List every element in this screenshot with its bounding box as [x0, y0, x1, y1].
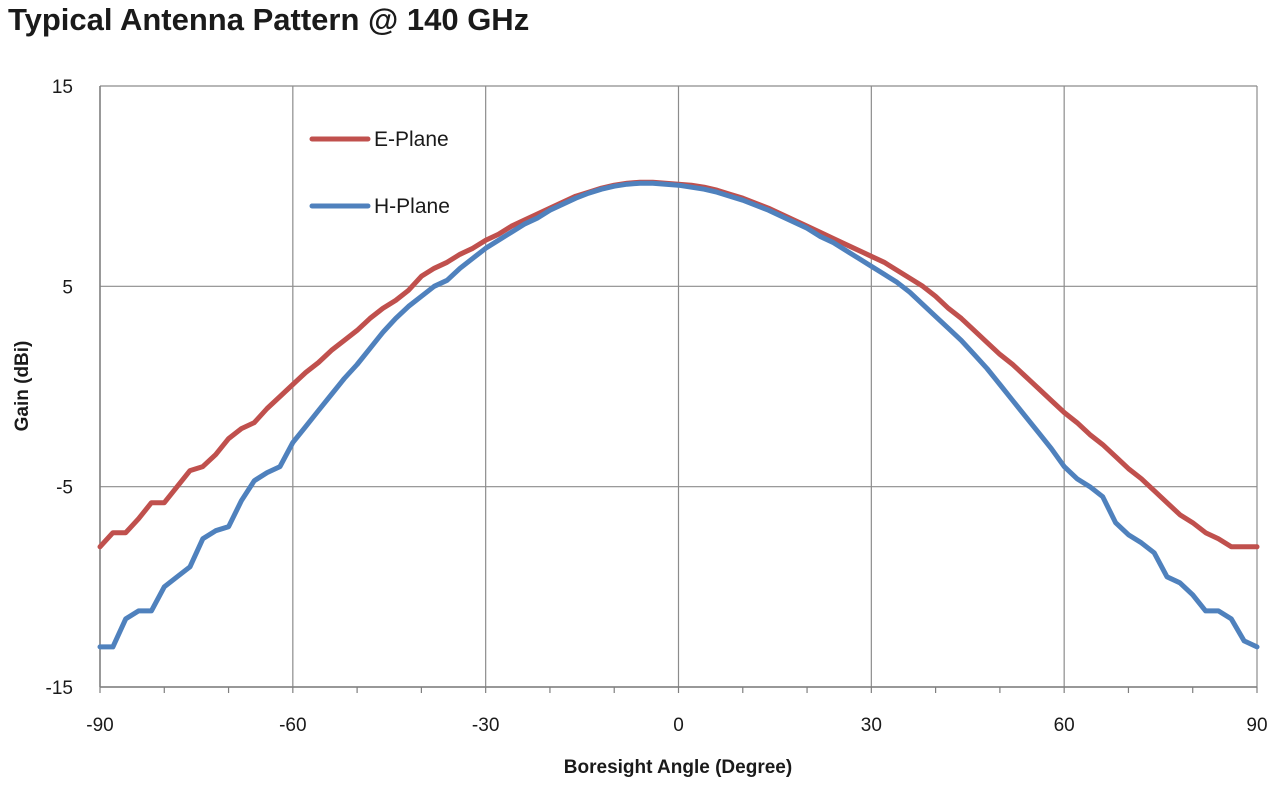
x-tick-label: 0	[673, 715, 684, 736]
x-tick-labels: -90 -60 -30 0 30 60 90	[86, 715, 1267, 736]
series-line-h-plane	[97, 180, 1260, 650]
x-axis-title: Boresight Angle (Degree)	[564, 757, 792, 778]
y-axis-title: Gain (dBi)	[12, 341, 33, 432]
x-tick-label: 90	[1246, 715, 1267, 736]
x-tick-label: -30	[472, 715, 499, 736]
legend: E-Plane H-Plane	[309, 128, 450, 218]
chart-title: Typical Antenna Pattern @ 140 GHz	[8, 2, 530, 37]
y-tick-label: -5	[56, 478, 73, 499]
legend-label-h-plane: H-Plane	[374, 195, 450, 218]
axes	[99, 86, 1258, 693]
y-tick-label: 5	[62, 277, 73, 298]
y-tick-label: -15	[46, 678, 73, 699]
y-tick-labels: -15 -5 5 15	[46, 77, 73, 699]
x-tick-label: 30	[861, 715, 882, 736]
grid-lines	[99, 85, 1258, 688]
y-tick-label: 15	[52, 77, 73, 98]
x-tick-label: -60	[279, 715, 306, 736]
x-tick-label: 60	[1054, 715, 1075, 736]
series-lines	[97, 179, 1260, 650]
x-tick-label: -90	[86, 715, 113, 736]
legend-label-e-plane: E-Plane	[374, 128, 449, 151]
